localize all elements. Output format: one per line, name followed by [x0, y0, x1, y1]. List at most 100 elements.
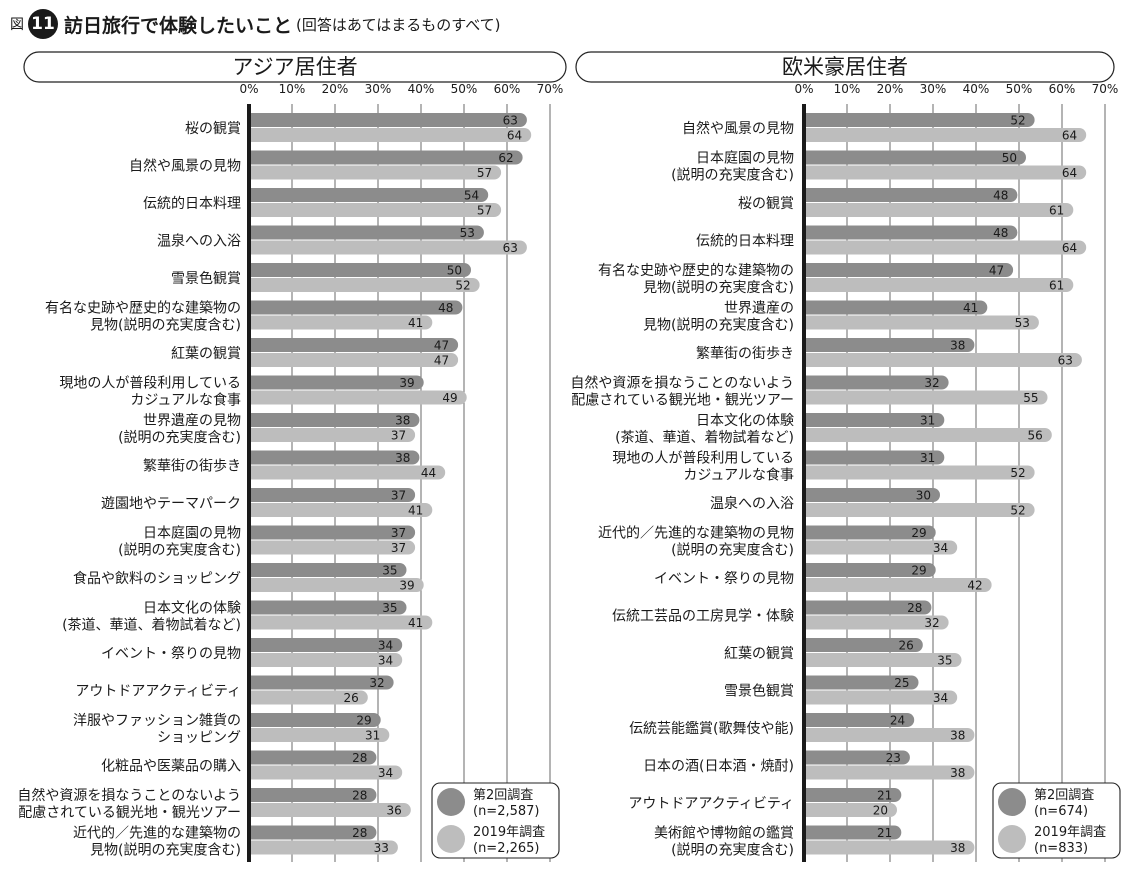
bar-end-cap	[921, 525, 936, 540]
category-label: 洋服やファッション雑貨の	[73, 712, 241, 729]
category-label: 伝統的日本料理	[143, 196, 241, 212]
bar-s1	[804, 113, 1028, 127]
category-label: (茶道、華道、着物試着など)	[615, 430, 794, 446]
bar-s1	[804, 375, 942, 390]
bar-s1	[249, 300, 456, 315]
legend-label: (n=2,587)	[473, 804, 540, 819]
bar-s1	[249, 150, 516, 165]
category-label: 桜の観賞	[738, 195, 794, 212]
data-label: 50	[447, 264, 462, 278]
bar-s1	[249, 788, 370, 802]
data-label: 23	[886, 751, 901, 765]
bar-s2	[249, 690, 361, 705]
bar-end-cap	[1059, 278, 1074, 292]
bar-end-cap	[917, 600, 932, 615]
data-label: 61	[1049, 279, 1064, 293]
data-label: 38	[950, 841, 965, 855]
bar-s1	[249, 188, 482, 202]
category-label: 伝統工芸品の工房見学・体験	[612, 609, 794, 625]
bar-end-cap	[405, 450, 420, 465]
data-label: 56	[1028, 429, 1043, 443]
bar-end-cap	[388, 765, 403, 780]
bar-end-cap	[487, 203, 502, 217]
bar-s1	[249, 563, 400, 577]
category-label: 日本の酒(日本酒・焼酎)	[643, 759, 794, 775]
bar-s2	[804, 428, 1045, 442]
category-label: 有名な史跡や歴史的な建築物の	[45, 301, 241, 317]
bar-s1	[249, 600, 400, 615]
bar-end-cap	[895, 750, 910, 765]
legend-swatch-s2	[437, 825, 465, 853]
bar-end-cap	[1003, 188, 1018, 202]
bar-end-cap	[388, 638, 403, 652]
bar-s1	[804, 263, 1007, 277]
x-tick-label: 50%	[1006, 82, 1033, 96]
data-label: 39	[399, 376, 414, 390]
bar-end-cap	[392, 600, 407, 615]
bar-end-cap	[947, 653, 962, 667]
category-label: 見物(説明の充実度含む)	[90, 843, 241, 859]
bar-end-cap	[457, 263, 471, 277]
bar-s2	[249, 540, 409, 555]
bar-s1	[804, 225, 1011, 240]
bar-s2	[804, 503, 1028, 517]
category-label: 近代的／先進的な建築物の見物	[598, 526, 794, 542]
panel-2: 欧米豪居住者 0% 10% 20% 30% 40% 50% 60% 70% 52 64 自然や風景の見…	[570, 51, 1121, 862]
data-label: 39	[399, 579, 414, 593]
category-label: アウトドアアクティビティ	[628, 796, 794, 812]
x-tick-label: 20%	[322, 82, 349, 96]
bar-end-cap	[444, 353, 459, 367]
category-label: 有名な史跡や歴史的な建築物の	[598, 263, 794, 279]
category-label: 世界遺産の	[724, 301, 794, 317]
category-label: 桜の観賞	[185, 120, 241, 137]
category-label: 現地の人が普段利用している	[612, 451, 794, 467]
bar-end-cap	[900, 713, 915, 727]
bar-s2	[249, 615, 426, 630]
bar-end-cap	[960, 765, 975, 780]
data-label: 35	[382, 601, 397, 615]
bar-end-cap	[1033, 390, 1048, 405]
category-label: 食品や飲料のショッピング	[73, 570, 241, 587]
bar-s2	[249, 278, 473, 292]
data-label: 47	[434, 354, 449, 368]
bar-s2	[249, 165, 495, 180]
panel-title: アジア居住者	[232, 55, 357, 79]
category-label: 近代的／先進的な建築物の	[73, 826, 241, 842]
category-label: 自然や風景の見物	[682, 120, 794, 137]
category-label: 日本文化の体験	[143, 601, 241, 617]
x-tick-label: 50%	[451, 82, 478, 96]
bar-s2	[804, 278, 1067, 292]
bar-end-cap	[512, 240, 527, 255]
data-label: 48	[993, 189, 1008, 203]
data-label: 55	[1023, 391, 1038, 405]
bar-end-cap	[512, 113, 527, 127]
data-label: 49	[442, 391, 457, 405]
data-label: 62	[498, 151, 513, 165]
legend-label: (n=833)	[1034, 841, 1088, 856]
category-label: 化粧品や医薬品の購入	[101, 759, 241, 775]
data-label: 41	[408, 616, 423, 630]
bar-end-cap	[960, 338, 975, 352]
bar-end-cap	[469, 225, 484, 240]
bar-end-cap	[392, 563, 407, 577]
bar-s1	[804, 188, 1011, 202]
bar-end-cap	[474, 188, 489, 202]
data-label: 28	[352, 751, 367, 765]
bar-s1	[249, 413, 413, 427]
bar-s2	[249, 315, 426, 330]
panel-title: 欧米豪居住者	[782, 55, 908, 79]
bar-s1	[804, 600, 925, 615]
bar-s1	[249, 225, 477, 240]
data-label: 48	[993, 226, 1008, 240]
bar-end-cap	[1037, 428, 1052, 442]
bar-end-cap	[401, 488, 416, 502]
x-tick-label: 0%	[794, 82, 813, 96]
legend-label: (n=674)	[1034, 804, 1088, 819]
category-label: カジュアルな食事	[130, 392, 241, 409]
category-label: 遊園地やテーマパーク	[101, 496, 241, 512]
category-label: 世界遺産の見物	[143, 413, 241, 429]
category-label: 紅葉の観賞	[171, 345, 241, 362]
figure-prefix: 図	[10, 17, 24, 33]
data-label: 52	[1010, 114, 1025, 128]
